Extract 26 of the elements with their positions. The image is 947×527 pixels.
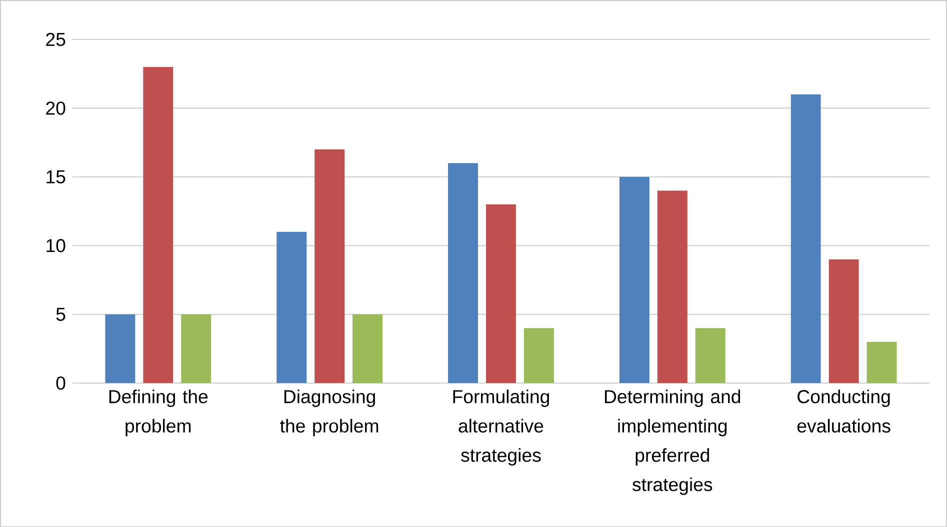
y-tick-label: 0 [56,376,66,390]
x-tick-label: Defining the problem [109,389,208,436]
bar [657,190,688,383]
x-tick-label: Determining and implementing preferred strategies [604,389,740,495]
bar [486,204,516,383]
bar [105,314,136,383]
bar [828,259,859,383]
y-tick-label: 20 [46,101,66,115]
bar [352,314,382,383]
bar [143,66,174,383]
x-tick-label: Formulating alternative strategies [453,389,549,466]
bar [181,314,212,383]
y-tick-label: 15 [46,170,66,184]
y-tick-label: 5 [56,308,66,321]
x-tick-label: Diagnosing the problem [280,389,378,436]
x-tick-label: Conducting evaluations [797,389,890,432]
y-tick-label: 10 [46,238,66,252]
y-tick-label: 25 [46,32,66,46]
bar [866,342,897,383]
bar [790,94,821,383]
bar [448,162,478,383]
bar [695,328,726,383]
bar [314,149,345,383]
bar [276,232,307,383]
bar [524,328,554,383]
bar [619,176,650,383]
